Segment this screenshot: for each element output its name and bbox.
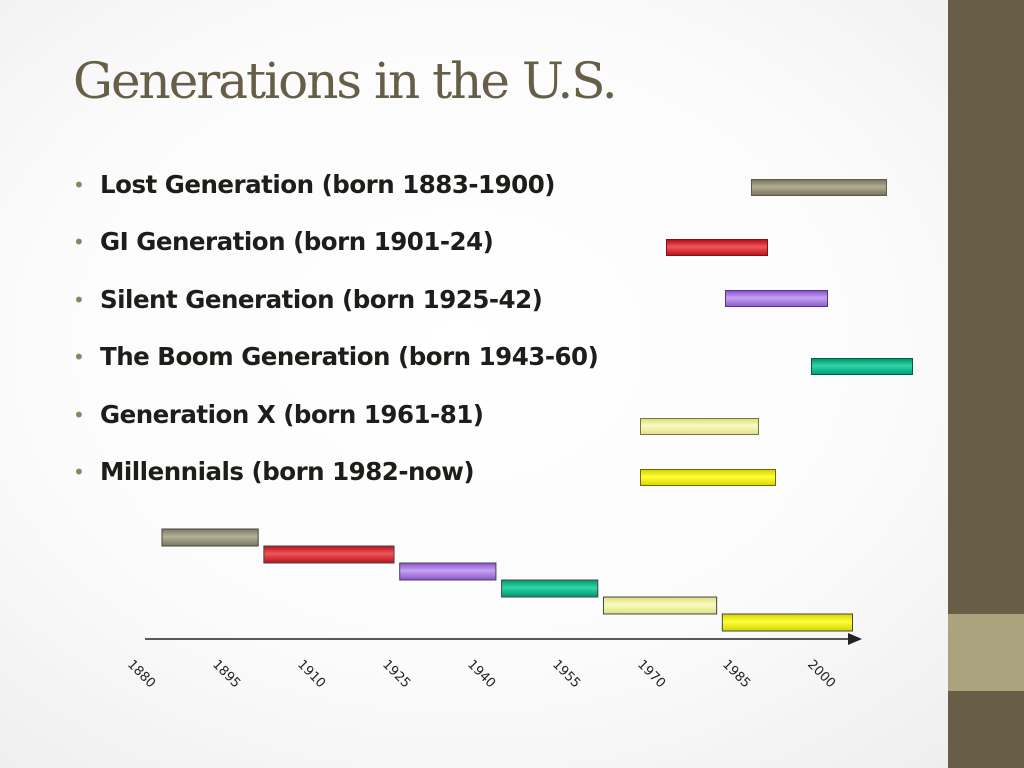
- bullet-gi-generation: • GI Generation (born 1901-24): [73, 217, 598, 274]
- bullet-icon: •: [73, 230, 85, 255]
- slide-title: Generations in the U.S.: [73, 52, 618, 110]
- bullet-icon: •: [73, 287, 85, 312]
- bullet-label: Generation X (born 1961-81): [100, 399, 484, 429]
- timeline-tick-label: 2000: [804, 657, 838, 691]
- bullet-icon: •: [73, 402, 85, 427]
- legend-swatch-millennial: [640, 469, 776, 486]
- legend-swatch-lost: [751, 179, 887, 196]
- legend-swatch-silent: [725, 290, 828, 307]
- bullet-label: GI Generation (born 1901-24): [100, 227, 494, 257]
- slide: Generations in the U.S. • Lost Generation…: [73, 0, 1024, 768]
- bullet-boom-generation: • The Boom Generation (born 1943-60): [73, 332, 599, 389]
- bullet-label: The Boom Generation (born 1943-60): [100, 342, 599, 372]
- timeline-segment-yellow: [721, 613, 853, 632]
- bullet-label: Lost Generation (born 1883-1900): [100, 170, 555, 199]
- timeline-tick-label: 1970: [634, 657, 668, 691]
- bullet-icon: •: [73, 345, 85, 370]
- timeline-chart: 1880 1895 1910 1925 1940 1955 1970 1985 2000: [124, 528, 862, 691]
- bullet-icon: •: [73, 173, 85, 197]
- bullet-millennials: • Millennials (born 1982-now): [73, 447, 598, 504]
- legend-swatch-gi: [666, 239, 768, 256]
- timeline-segment-purple: [399, 562, 497, 581]
- timeline-segment-olive: [161, 528, 259, 547]
- bullet-label: Silent Generation (born 1925-42): [100, 284, 543, 314]
- timeline-tick-label: 1925: [379, 657, 413, 691]
- legend-swatch-genx: [640, 418, 759, 435]
- bullet-list: • Lost Generation (born 1883-1900) • GI Ge…: [73, 160, 599, 504]
- timeline-tick-label: 1955: [549, 657, 583, 691]
- bullet-icon: •: [73, 459, 85, 484]
- timeline-segment-ltyel: [602, 596, 718, 615]
- legend-swatch-boom: [811, 358, 913, 375]
- sidebar-accent-band: [948, 614, 1024, 691]
- timeline-segment-green: [501, 579, 599, 598]
- timeline-tick-label: 1940: [464, 657, 498, 691]
- bullet-label: Millennials (born 1982-now): [100, 456, 475, 486]
- timeline-tick-label: 1985: [719, 657, 753, 691]
- bullet-lost-generation: • Lost Generation (born 1883-1900): [73, 160, 598, 217]
- timeline-tick-label: 1910: [294, 657, 328, 691]
- bullet-silent-generation: • Silent Generation (born 1925-42): [73, 275, 598, 332]
- bullet-generation-x: • Generation X (born 1961-81): [73, 390, 598, 447]
- timeline-tick-label: 1880: [124, 657, 158, 691]
- timeline-tick-label: 1895: [209, 657, 243, 691]
- timeline-segment-red: [263, 545, 395, 564]
